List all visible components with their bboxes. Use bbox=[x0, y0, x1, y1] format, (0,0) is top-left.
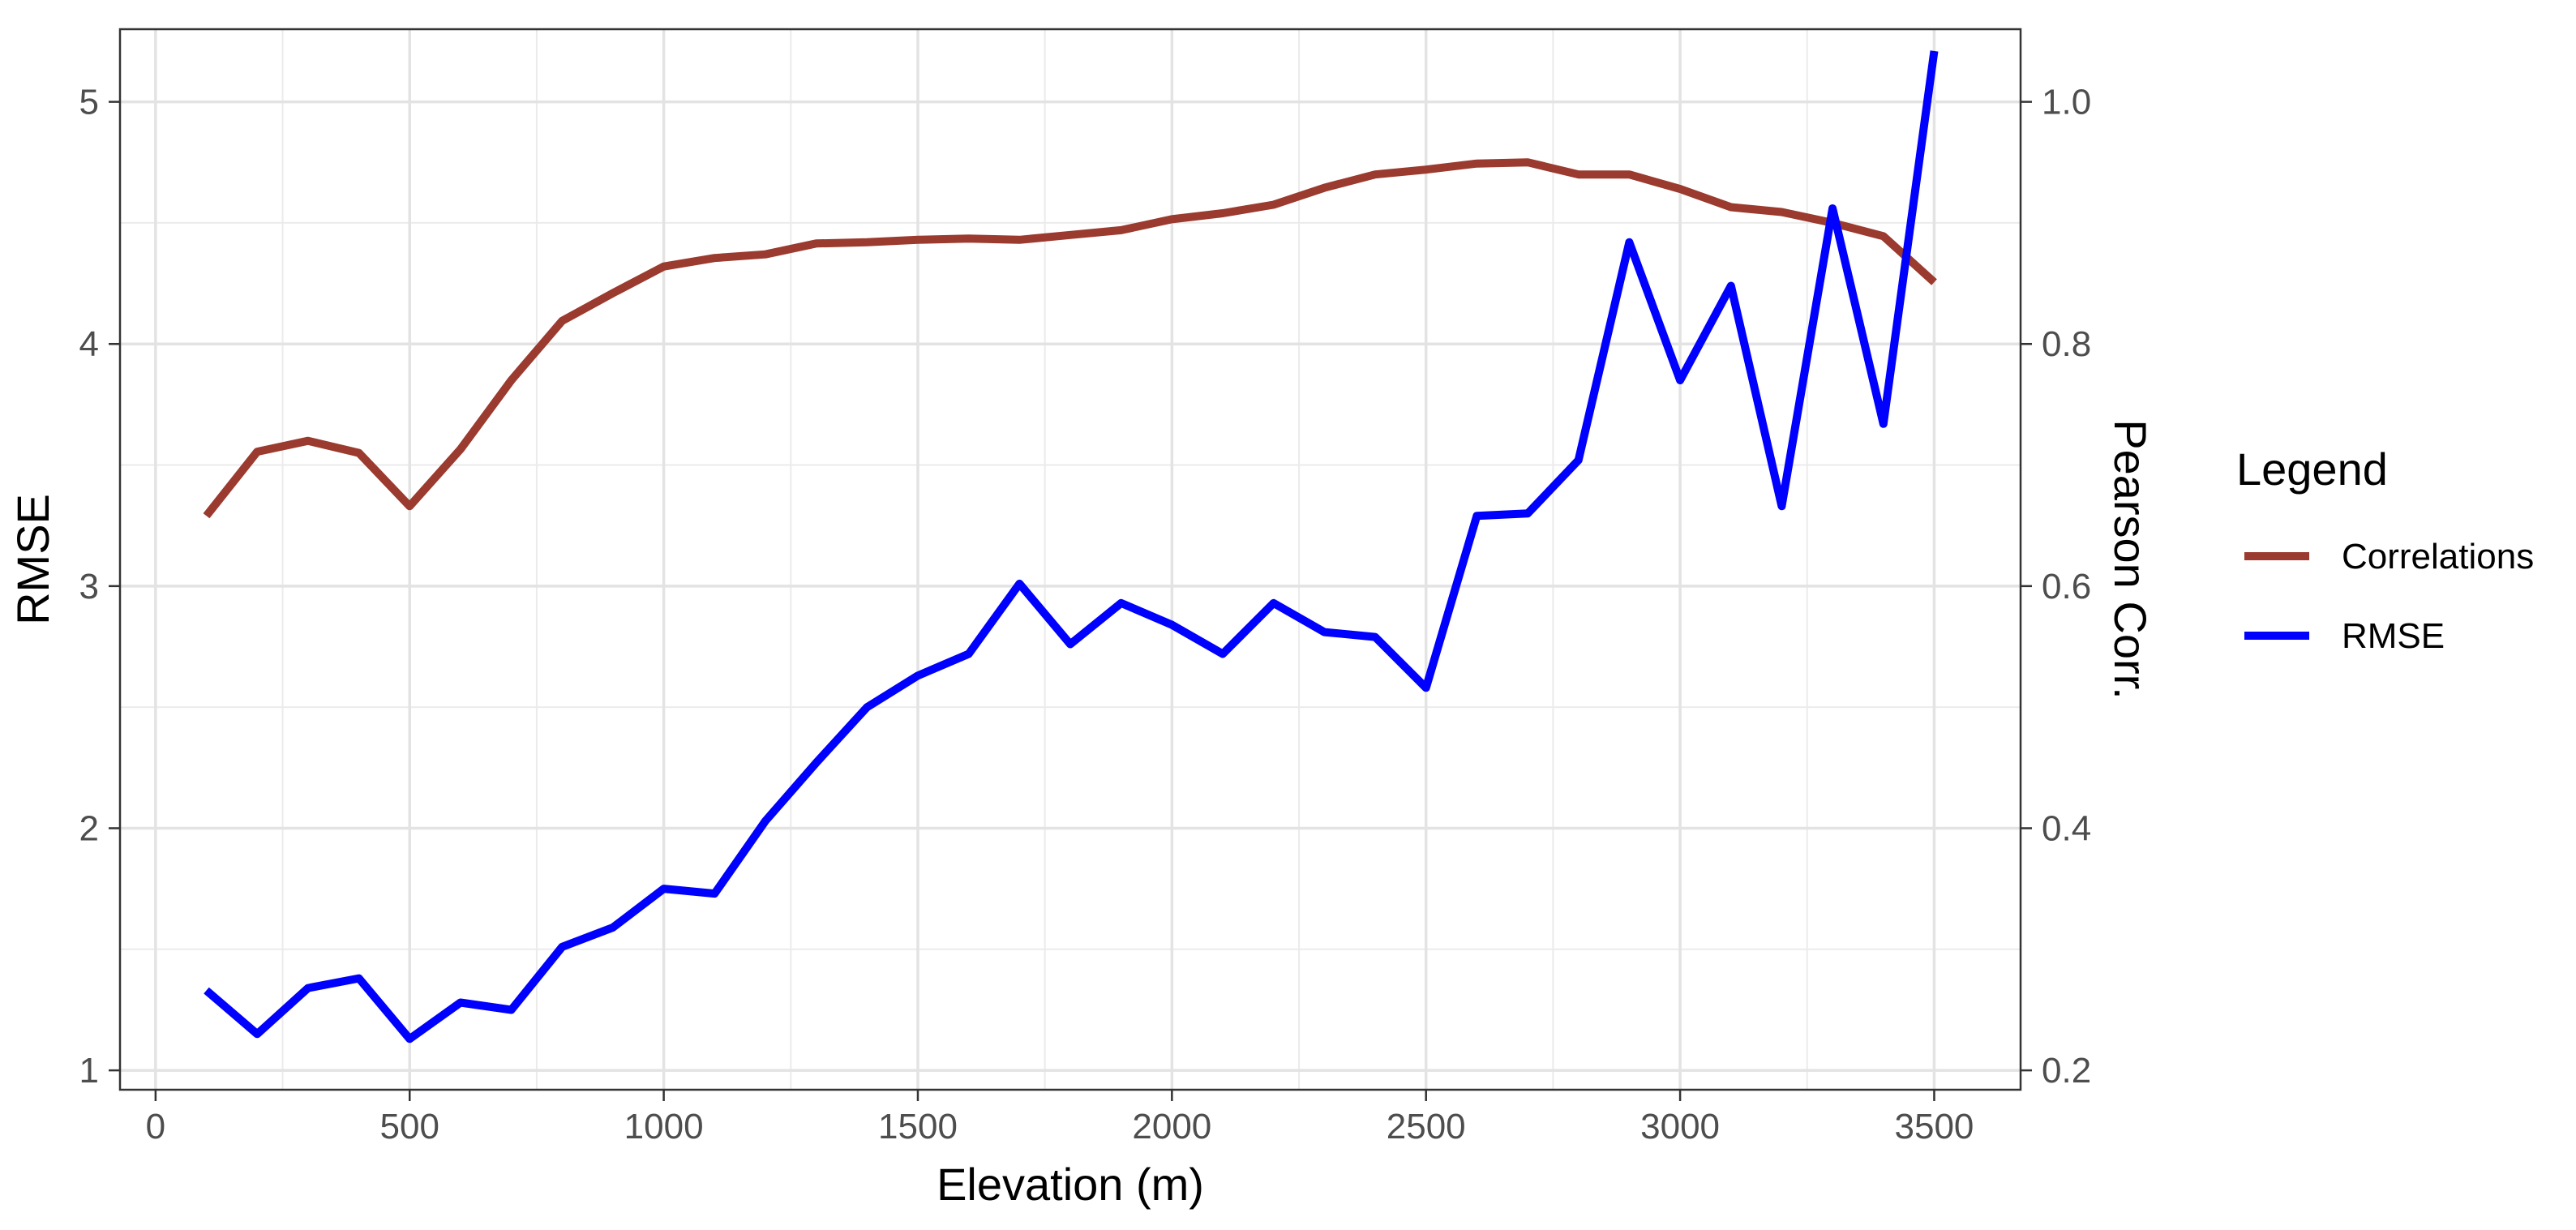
y-axis-right: 0.2 0.4 0.6 0.8 1.0 bbox=[2021, 83, 2091, 1091]
y-tick-label: 3 bbox=[79, 567, 99, 606]
y-tick-label: 5 bbox=[79, 83, 99, 122]
y-tick-label: 4 bbox=[79, 324, 99, 364]
series-line-correlations bbox=[203, 158, 1937, 519]
x-axis: 0 500 1000 1500 2000 2500 3000 3500 bbox=[146, 1090, 1974, 1146]
x-tick-label: 1500 bbox=[878, 1107, 958, 1146]
legend-items: Correlations RMSE bbox=[2244, 537, 2534, 656]
y-axis-left: 1 2 3 4 5 bbox=[79, 83, 120, 1091]
series-lines bbox=[203, 50, 1939, 1044]
y-axis-title-right: Pearson Corr. bbox=[2105, 419, 2156, 700]
x-tick-label: 2500 bbox=[1387, 1107, 1466, 1146]
x-tick-label: 1000 bbox=[624, 1107, 704, 1146]
x-axis-title: Elevation (m) bbox=[937, 1159, 1204, 1210]
legend-title: Legend bbox=[2236, 444, 2388, 495]
minor-gridlines bbox=[120, 29, 2021, 1090]
x-tick-label: 3500 bbox=[1895, 1107, 1974, 1146]
major-gridlines bbox=[120, 29, 2021, 1090]
y-axis-title-left: RMSE bbox=[7, 494, 58, 625]
legend-label-rmse: RMSE bbox=[2342, 616, 2445, 656]
legend-label-correlations: Correlations bbox=[2342, 537, 2534, 576]
x-tick-label: 2000 bbox=[1132, 1107, 1211, 1146]
legend: Legend Correlations RMSE bbox=[2236, 444, 2534, 656]
plot-panel-border bbox=[118, 28, 2022, 1091]
y-tick-label: 1 bbox=[79, 1051, 99, 1091]
x-tick-label: 0 bbox=[146, 1107, 165, 1146]
y2-tick-label: 0.4 bbox=[2042, 808, 2091, 848]
y2-tick-label: 0.2 bbox=[2042, 1051, 2091, 1091]
y2-tick-label: 1.0 bbox=[2042, 83, 2091, 122]
y2-tick-label: 0.8 bbox=[2042, 324, 2091, 364]
series-line-rmse bbox=[204, 50, 1939, 1044]
y2-tick-label: 0.6 bbox=[2042, 567, 2091, 606]
x-tick-label: 500 bbox=[380, 1107, 439, 1146]
y-tick-label: 2 bbox=[79, 808, 99, 848]
x-tick-label: 3000 bbox=[1640, 1107, 1720, 1146]
